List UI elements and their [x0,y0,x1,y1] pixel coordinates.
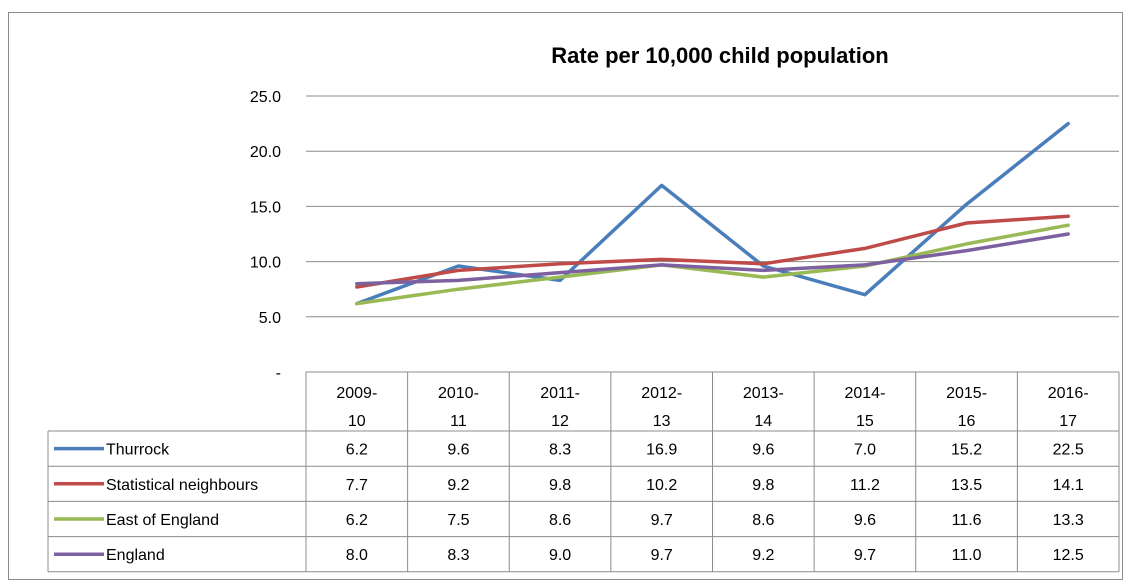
data-label: 8.3 [447,547,469,564]
category-label: 10 [348,413,366,430]
category-label: 2010- [438,385,479,402]
data-label: 15.2 [951,442,982,459]
data-label: 10.2 [646,477,677,494]
category-label: 2011- [540,385,580,402]
legend-entry: Statistical neighbours [106,477,258,494]
category-label: 2016- [1048,385,1089,402]
y-tick-label: 10.0 [250,255,281,272]
series-line-thurrock [355,121,1070,306]
y-tick-label: 5.0 [259,310,281,327]
data-label: 6.2 [346,512,368,529]
line-chart: Rate per 10,000 child population - 5.0 10.… [47,43,1120,573]
category-label: 13 [653,413,671,430]
category-label: 2012- [641,385,682,402]
data-label: 11.0 [952,547,982,564]
category-label: 14 [754,413,772,430]
data-label: 13.5 [951,477,982,494]
data-label: 9.7 [651,512,673,529]
category-label: 15 [856,413,874,430]
data-label: 7.7 [346,477,368,494]
data-label: 11.6 [952,512,982,529]
data-label: 8.6 [752,512,774,529]
data-label: 9.2 [447,477,469,494]
data-label: 9.7 [854,547,876,564]
y-tick-label: 15.0 [250,199,281,216]
category-label: 2013- [743,385,784,402]
y-tick-label: 25.0 [250,89,281,106]
data-label: 14.1 [1053,477,1084,494]
data-label: 6.2 [346,442,368,459]
data-label: 9.2 [752,547,774,564]
legend-entry: Thurrock [106,442,170,459]
category-label: 17 [1059,413,1077,430]
legend-entry: England [106,547,165,564]
y-tick-label: - [276,365,281,382]
data-label: 7.5 [447,512,469,529]
legend-entry: East of England [106,512,219,529]
series-line-east-of-england [355,223,1070,306]
category-label: 2014- [844,385,885,402]
series-line-england [355,232,1070,286]
data-label: 7.0 [854,442,876,459]
category-label: 16 [958,413,976,430]
data-label: 9.6 [752,442,774,459]
data-label: 13.3 [1053,512,1084,529]
data-label: 8.6 [549,512,571,529]
data-label: 12.5 [1053,547,1084,564]
data-label: 9.6 [854,512,876,529]
category-label: 12 [551,413,569,430]
data-label: 9.8 [549,477,571,494]
data-label: 11.2 [850,477,880,494]
category-label: 2015- [946,385,987,402]
chart-frame: Rate per 10,000 child population - 5.0 10.… [8,12,1123,580]
category-label: 2009- [336,385,377,402]
data-label: 9.0 [549,547,571,564]
category-label: 11 [450,413,467,430]
data-label: 9.7 [651,547,673,564]
data-label: 9.8 [752,477,774,494]
series-line-statistical-neighbours [355,214,1070,289]
data-label: 22.5 [1053,442,1084,459]
chart-title: Rate per 10,000 child population [551,43,888,68]
data-label: 8.0 [346,547,368,564]
data-label: 9.6 [447,442,469,459]
data-label: 16.9 [646,442,677,459]
data-label: 8.3 [549,442,571,459]
y-tick-label: 20.0 [250,144,281,161]
